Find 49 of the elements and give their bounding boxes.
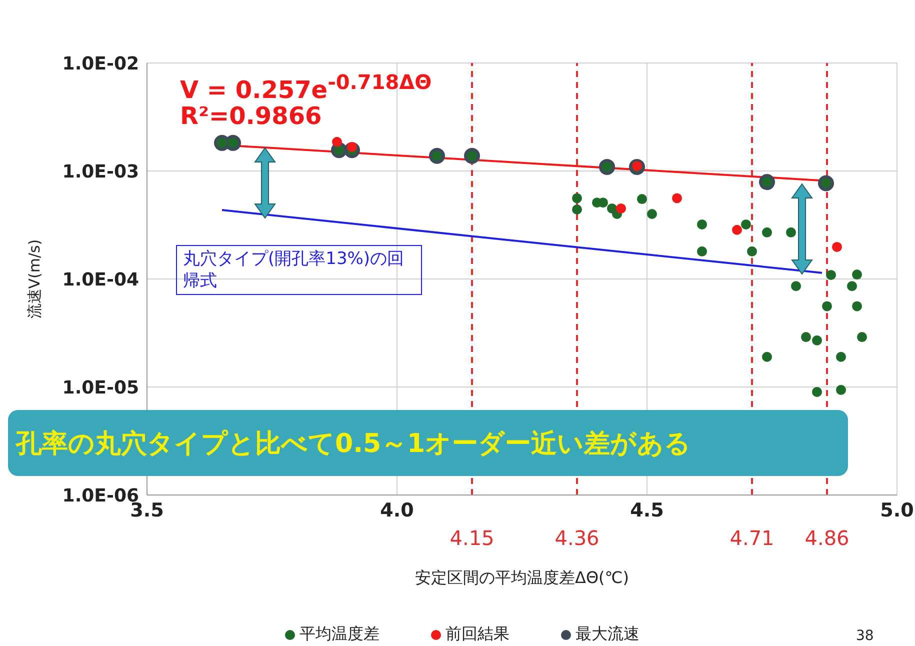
point bbox=[647, 208, 657, 219]
ref-line-label: 4.71 bbox=[730, 526, 774, 550]
annotation: R²=0.9866 bbox=[180, 102, 322, 130]
point bbox=[637, 194, 647, 204]
annotation: 丸穴タイプ(開孔率13%)の回帰式 bbox=[176, 245, 422, 295]
legend-label: 平均温度差 bbox=[298, 624, 380, 645]
y-axis-title: 流速V(m/s) bbox=[25, 239, 44, 319]
x-tick-label: 4.0 bbox=[380, 499, 414, 522]
legend-label: 最大流速 bbox=[574, 624, 640, 645]
point bbox=[747, 246, 757, 256]
x-tick-label: 5.0 bbox=[880, 499, 914, 522]
point bbox=[732, 224, 742, 235]
point bbox=[332, 136, 342, 147]
point bbox=[616, 203, 626, 214]
point bbox=[852, 301, 862, 312]
point bbox=[762, 352, 772, 362]
point bbox=[852, 270, 862, 280]
point bbox=[847, 281, 857, 292]
point bbox=[826, 270, 836, 280]
point bbox=[762, 227, 772, 238]
annotation: V = 0.257e$^{-0.718ΔΘ}$ bbox=[180, 70, 432, 104]
point bbox=[832, 242, 842, 252]
y-tick-label: 1.0E-04 bbox=[62, 269, 139, 290]
text: 38 bbox=[856, 628, 874, 644]
point bbox=[741, 219, 751, 230]
point bbox=[801, 332, 811, 342]
point bbox=[598, 198, 608, 208]
y-tick-label: 1.0E-05 bbox=[62, 377, 139, 398]
x-tick-label: 4.5 bbox=[630, 499, 664, 522]
x-axis-title: 安定区間の平均温度差ΔΘ(℃) bbox=[414, 568, 630, 589]
legend-label: 前回結果 bbox=[444, 624, 510, 645]
point bbox=[857, 332, 867, 342]
point bbox=[672, 193, 682, 204]
point bbox=[697, 219, 707, 230]
point bbox=[572, 193, 582, 204]
y-tick-label: 1.0E-03 bbox=[62, 161, 139, 182]
point bbox=[572, 204, 582, 215]
ref-line-label: 4.36 bbox=[554, 526, 600, 550]
point bbox=[822, 301, 832, 312]
point bbox=[812, 386, 822, 397]
point bbox=[812, 335, 822, 346]
point bbox=[791, 281, 801, 292]
point bbox=[697, 246, 707, 256]
point bbox=[836, 352, 846, 362]
ref-line-label: 4.15 bbox=[450, 526, 494, 550]
ref-line-label: 4.86 bbox=[804, 526, 850, 550]
point bbox=[786, 227, 796, 238]
y-tick-label: 1.0E-02 bbox=[62, 53, 139, 74]
point bbox=[836, 384, 846, 395]
